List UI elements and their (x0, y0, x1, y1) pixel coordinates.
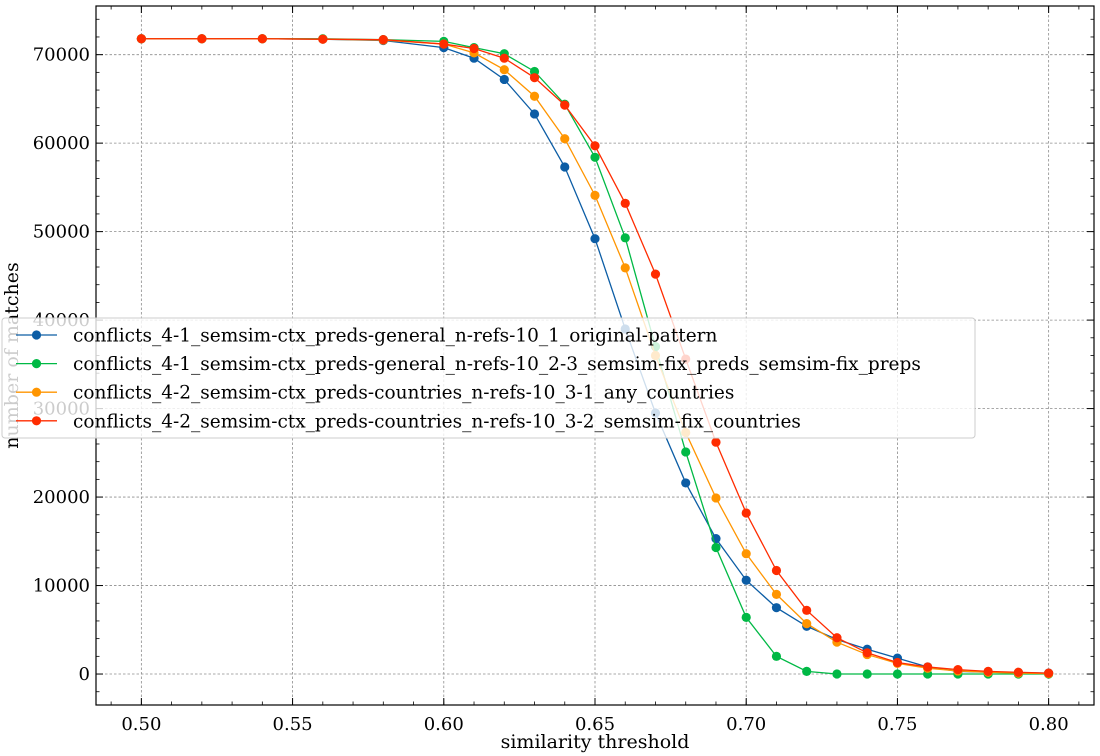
legend-item: conflicts_4-2_semsim-ctx_preds-countries… (16, 383, 734, 404)
series-4 (136, 34, 1054, 678)
data-point (741, 612, 751, 623)
data-point (681, 478, 691, 488)
x-tick-label: 0.75 (877, 714, 917, 735)
y-tick-label: 70000 (33, 45, 90, 66)
data-point (529, 91, 540, 101)
grid (96, 6, 1094, 705)
data-point (681, 447, 691, 457)
data-point (1013, 667, 1023, 677)
legend-marker (31, 330, 42, 340)
y-tick-label: 10000 (33, 576, 90, 597)
data-point (741, 508, 751, 518)
data-point (529, 109, 540, 119)
data-point (832, 669, 842, 679)
data-point (1044, 668, 1054, 678)
data-point (620, 233, 630, 243)
data-point (469, 43, 479, 54)
y-tick-label: 50000 (33, 222, 90, 243)
legend-item: conflicts_4-1_semsim-ctx_preds-general_n… (16, 354, 921, 375)
legend: conflicts_4-1_semsim-ctx_preds-general_n… (1, 317, 976, 439)
legend-marker (31, 359, 42, 369)
ticks: 0.500.550.600.650.700.750.80010000200003… (33, 6, 1094, 735)
data-point (802, 618, 812, 629)
x-tick-label: 0.60 (424, 714, 464, 735)
data-point (862, 648, 872, 658)
data-point (802, 666, 812, 676)
data-point (620, 263, 630, 273)
data-point (983, 666, 993, 676)
data-point (197, 34, 207, 44)
x-tick-label: 0.80 (1029, 714, 1069, 735)
data-point (741, 575, 751, 585)
data-point (802, 605, 812, 615)
legend-label: conflicts_4-1_semsim-ctx_preds-general_n… (73, 354, 921, 375)
x-tick-label: 0.65 (575, 714, 615, 735)
data-point (953, 665, 963, 675)
series-line (141, 38, 1049, 674)
data-point (499, 53, 509, 63)
data-point (590, 152, 600, 162)
data-point (771, 603, 782, 613)
data-point (136, 34, 146, 44)
data-point (711, 542, 721, 553)
x-tick-label: 0.70 (726, 714, 766, 735)
data-point (771, 565, 782, 576)
data-point (378, 35, 388, 45)
data-point (711, 437, 721, 447)
x-tick-label: 0.55 (273, 714, 313, 735)
y-tick-label: 60000 (33, 133, 90, 154)
data-point (590, 190, 600, 200)
data-point (650, 269, 661, 279)
legend-label: conflicts_4-2_semsim-ctx_preds-countries… (73, 383, 734, 404)
data-point (529, 73, 540, 83)
data-point (771, 651, 782, 661)
legend-box (1, 317, 976, 439)
data-point (590, 234, 600, 244)
legend-item: conflicts_4-2_semsim-ctx_preds-countries… (16, 411, 801, 432)
data-point (499, 74, 509, 85)
data-point (590, 141, 600, 151)
series-line (141, 38, 1049, 674)
legend-label: conflicts_4-2_semsim-ctx_preds-countries… (73, 411, 801, 432)
data-point (892, 657, 903, 668)
data-point (892, 669, 903, 679)
data-point (620, 198, 630, 208)
legend-label: conflicts_4-1_semsim-ctx_preds-general_n… (73, 326, 717, 347)
data-point (499, 65, 509, 75)
data-point (711, 493, 721, 503)
x-tick-label: 0.50 (121, 714, 161, 735)
x-axis-label: similarity threshold (501, 731, 690, 753)
data-point (560, 134, 570, 144)
legend-item: conflicts_4-1_semsim-ctx_preds-general_n… (16, 326, 717, 347)
legend-marker (31, 416, 42, 426)
data-point (560, 162, 570, 172)
data-point (832, 633, 842, 643)
data-point (439, 39, 449, 49)
data-point (257, 34, 267, 44)
data-point (923, 662, 933, 672)
data-point (741, 549, 751, 559)
data-point (862, 669, 872, 679)
data-point (560, 100, 570, 110)
y-tick-label: 0 (79, 664, 90, 685)
y-tick-label: 20000 (33, 487, 90, 508)
legend-marker (31, 387, 42, 397)
data-point (318, 34, 328, 44)
data-point (771, 589, 782, 599)
